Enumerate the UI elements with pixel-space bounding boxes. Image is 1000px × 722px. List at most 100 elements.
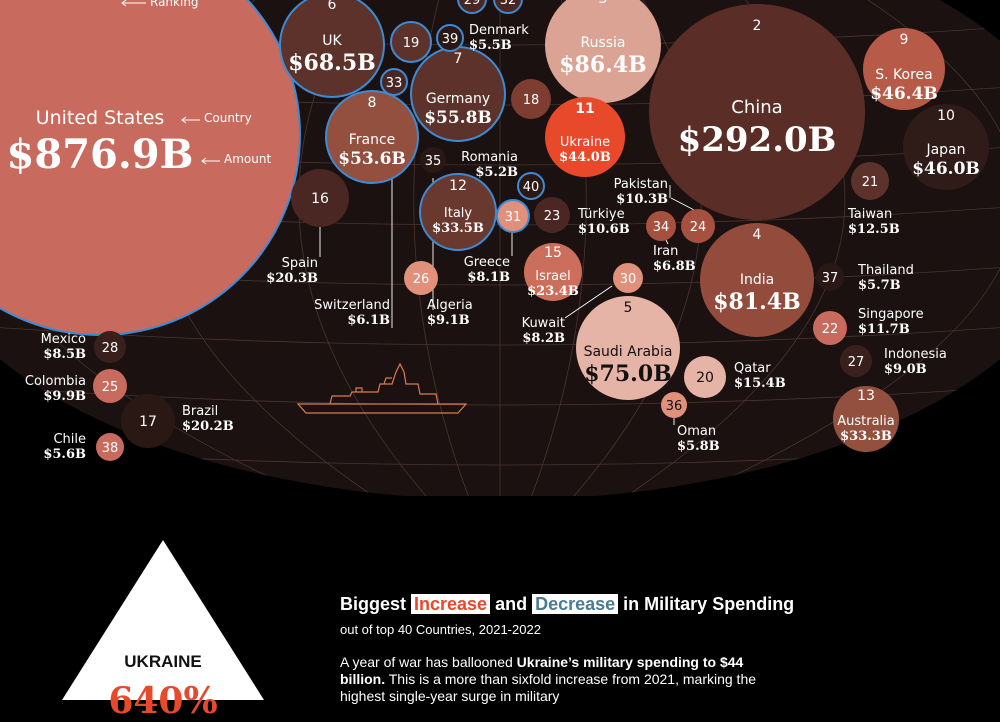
- bubble-rank-21: 21: [851, 162, 889, 200]
- amount-value: $6.8B: [653, 258, 696, 274]
- bubble-rank-35: 35: [420, 147, 446, 173]
- amount-value: $8.1B: [467, 269, 510, 285]
- country-name: Ukraine: [559, 135, 611, 150]
- bubble-circle: [903, 104, 989, 190]
- amount-value: $20.2B: [182, 418, 234, 434]
- amount-value: $11.7B: [858, 321, 910, 337]
- warship-icon: [296, 362, 468, 414]
- bubble-circle: [496, 199, 530, 233]
- amount-value: $46.0B: [912, 159, 980, 180]
- amount-value: $68.5B: [288, 50, 376, 77]
- bubble-rank-33: 33: [380, 68, 408, 96]
- country-name: Colombia: [24, 374, 86, 389]
- country-name: S. Korea: [875, 67, 933, 83]
- rank-label: 38: [102, 441, 119, 456]
- bubble-rank-10: 10: [903, 104, 989, 190]
- label-mexico: Mexico $8.5B: [41, 332, 86, 363]
- country-name: Singapore: [858, 307, 924, 322]
- bubble-rank-24: 24: [681, 209, 715, 243]
- bubble-circle: [419, 173, 497, 251]
- country-name: India: [739, 272, 775, 288]
- country-name: Brazil: [182, 404, 219, 419]
- bubble-circle: [649, 4, 865, 220]
- rank-label: 28: [102, 341, 119, 356]
- amount-value: $81.4B: [713, 289, 801, 316]
- bubble-circle: [840, 345, 872, 377]
- bubble-circle: [813, 311, 847, 345]
- label-uk: UK $68.5B: [232, 33, 432, 76]
- country-name: China: [731, 97, 783, 118]
- bubble-circle: [380, 68, 408, 96]
- bubble-circle: [291, 169, 349, 227]
- bubble-circle: [511, 79, 551, 119]
- label-algeria: Algeria $9.1B: [427, 298, 473, 329]
- bubble-rank-17: 17: [121, 394, 175, 448]
- amount-value: $53.6B: [338, 149, 406, 170]
- bubble-rank-13: 13: [833, 386, 899, 452]
- amount-value: $23.4B: [527, 283, 579, 299]
- country-name: Pakistan: [613, 177, 668, 192]
- label-israel: Israel $23.4B: [453, 269, 653, 300]
- legend-arrowhead: [181, 116, 187, 124]
- label-france: France $53.6B: [272, 132, 472, 170]
- label-s-korea: S. Korea $46.4B: [804, 67, 1000, 105]
- country-name: United States: [35, 107, 165, 129]
- bubble-circle: [94, 331, 126, 363]
- bubble-rank-5: 5: [576, 296, 680, 400]
- label-t-rkiye: Türkiye $10.6B: [578, 207, 630, 238]
- bubble-circle: [279, 0, 385, 98]
- title-part-1: Biggest: [340, 594, 412, 614]
- body-part-1: A year of war has ballooned: [340, 654, 517, 670]
- country-name: Iran: [653, 244, 679, 259]
- legend-amount: Amount: [224, 152, 272, 166]
- label-qatar: Qatar $15.4B: [734, 361, 786, 392]
- country-name: Romania: [461, 150, 518, 165]
- label-spain: Spain $20.3B: [266, 256, 318, 287]
- rank-label: 32: [500, 0, 517, 8]
- rank-label: 27: [848, 355, 865, 370]
- legend-ranking: Ranking: [150, 0, 199, 9]
- label-switzerland: Switzerland $6.1B: [314, 298, 390, 329]
- bubble-rank-15: 15: [524, 243, 582, 301]
- title-part-2: and: [490, 594, 533, 614]
- bubble-rank-25: 25: [93, 369, 127, 403]
- label-iran: Iran $6.8B: [653, 244, 696, 275]
- rank-label: 6: [328, 0, 337, 13]
- country-name: Germany: [425, 91, 491, 107]
- country-name: UK: [322, 33, 342, 49]
- label-singapore: Singapore $11.7B: [858, 307, 924, 338]
- country-name: Denmark: [469, 23, 529, 38]
- label-taiwan: Taiwan $12.5B: [848, 207, 900, 238]
- bubble-rank-8: 8: [325, 90, 419, 184]
- bubble-rank-38: 38: [96, 433, 124, 461]
- bubble-circle: [436, 24, 464, 52]
- ukraine-callout-label: UKRAINE: [124, 652, 202, 671]
- bubble-chart: 1234567891011121315161718192021222324252…: [0, 0, 1000, 500]
- label-china: China $292.0B: [657, 97, 857, 160]
- amount-value: $6.1B: [347, 312, 390, 328]
- country-name: Indonesia: [884, 347, 947, 362]
- leader-line: [665, 239, 669, 245]
- bubble-circle: [576, 296, 680, 400]
- section-subtitle: out of top 40 Countries, 2021-2022: [340, 622, 541, 637]
- country-name: France: [348, 132, 396, 148]
- bubble-rank-39: 39: [436, 24, 464, 52]
- label-australia: Australia $33.3B: [766, 414, 966, 445]
- amount-value: $10.3B: [616, 191, 668, 207]
- country-name: Greece: [463, 255, 510, 270]
- amount-value: $20.3B: [266, 270, 318, 286]
- bubble-rank-37: 37: [816, 263, 844, 291]
- rank-label: 30: [620, 272, 637, 287]
- bubble-circle: [863, 28, 945, 110]
- amount-value: $10.6B: [578, 221, 630, 237]
- country-name: Kuwait: [521, 316, 565, 331]
- bubble-circle: [661, 392, 687, 418]
- bubble-circle: [545, 0, 661, 103]
- label-germany: Germany $55.8B: [358, 91, 558, 129]
- bubble-circle: [493, 0, 523, 14]
- bubble-circle: [390, 21, 432, 63]
- label-saudi-arabia: Saudi Arabia $75.0B: [528, 344, 728, 387]
- bubble-rank-4: 4: [700, 223, 814, 337]
- rank-label: 2: [753, 18, 762, 34]
- rank-label: 31: [505, 210, 522, 225]
